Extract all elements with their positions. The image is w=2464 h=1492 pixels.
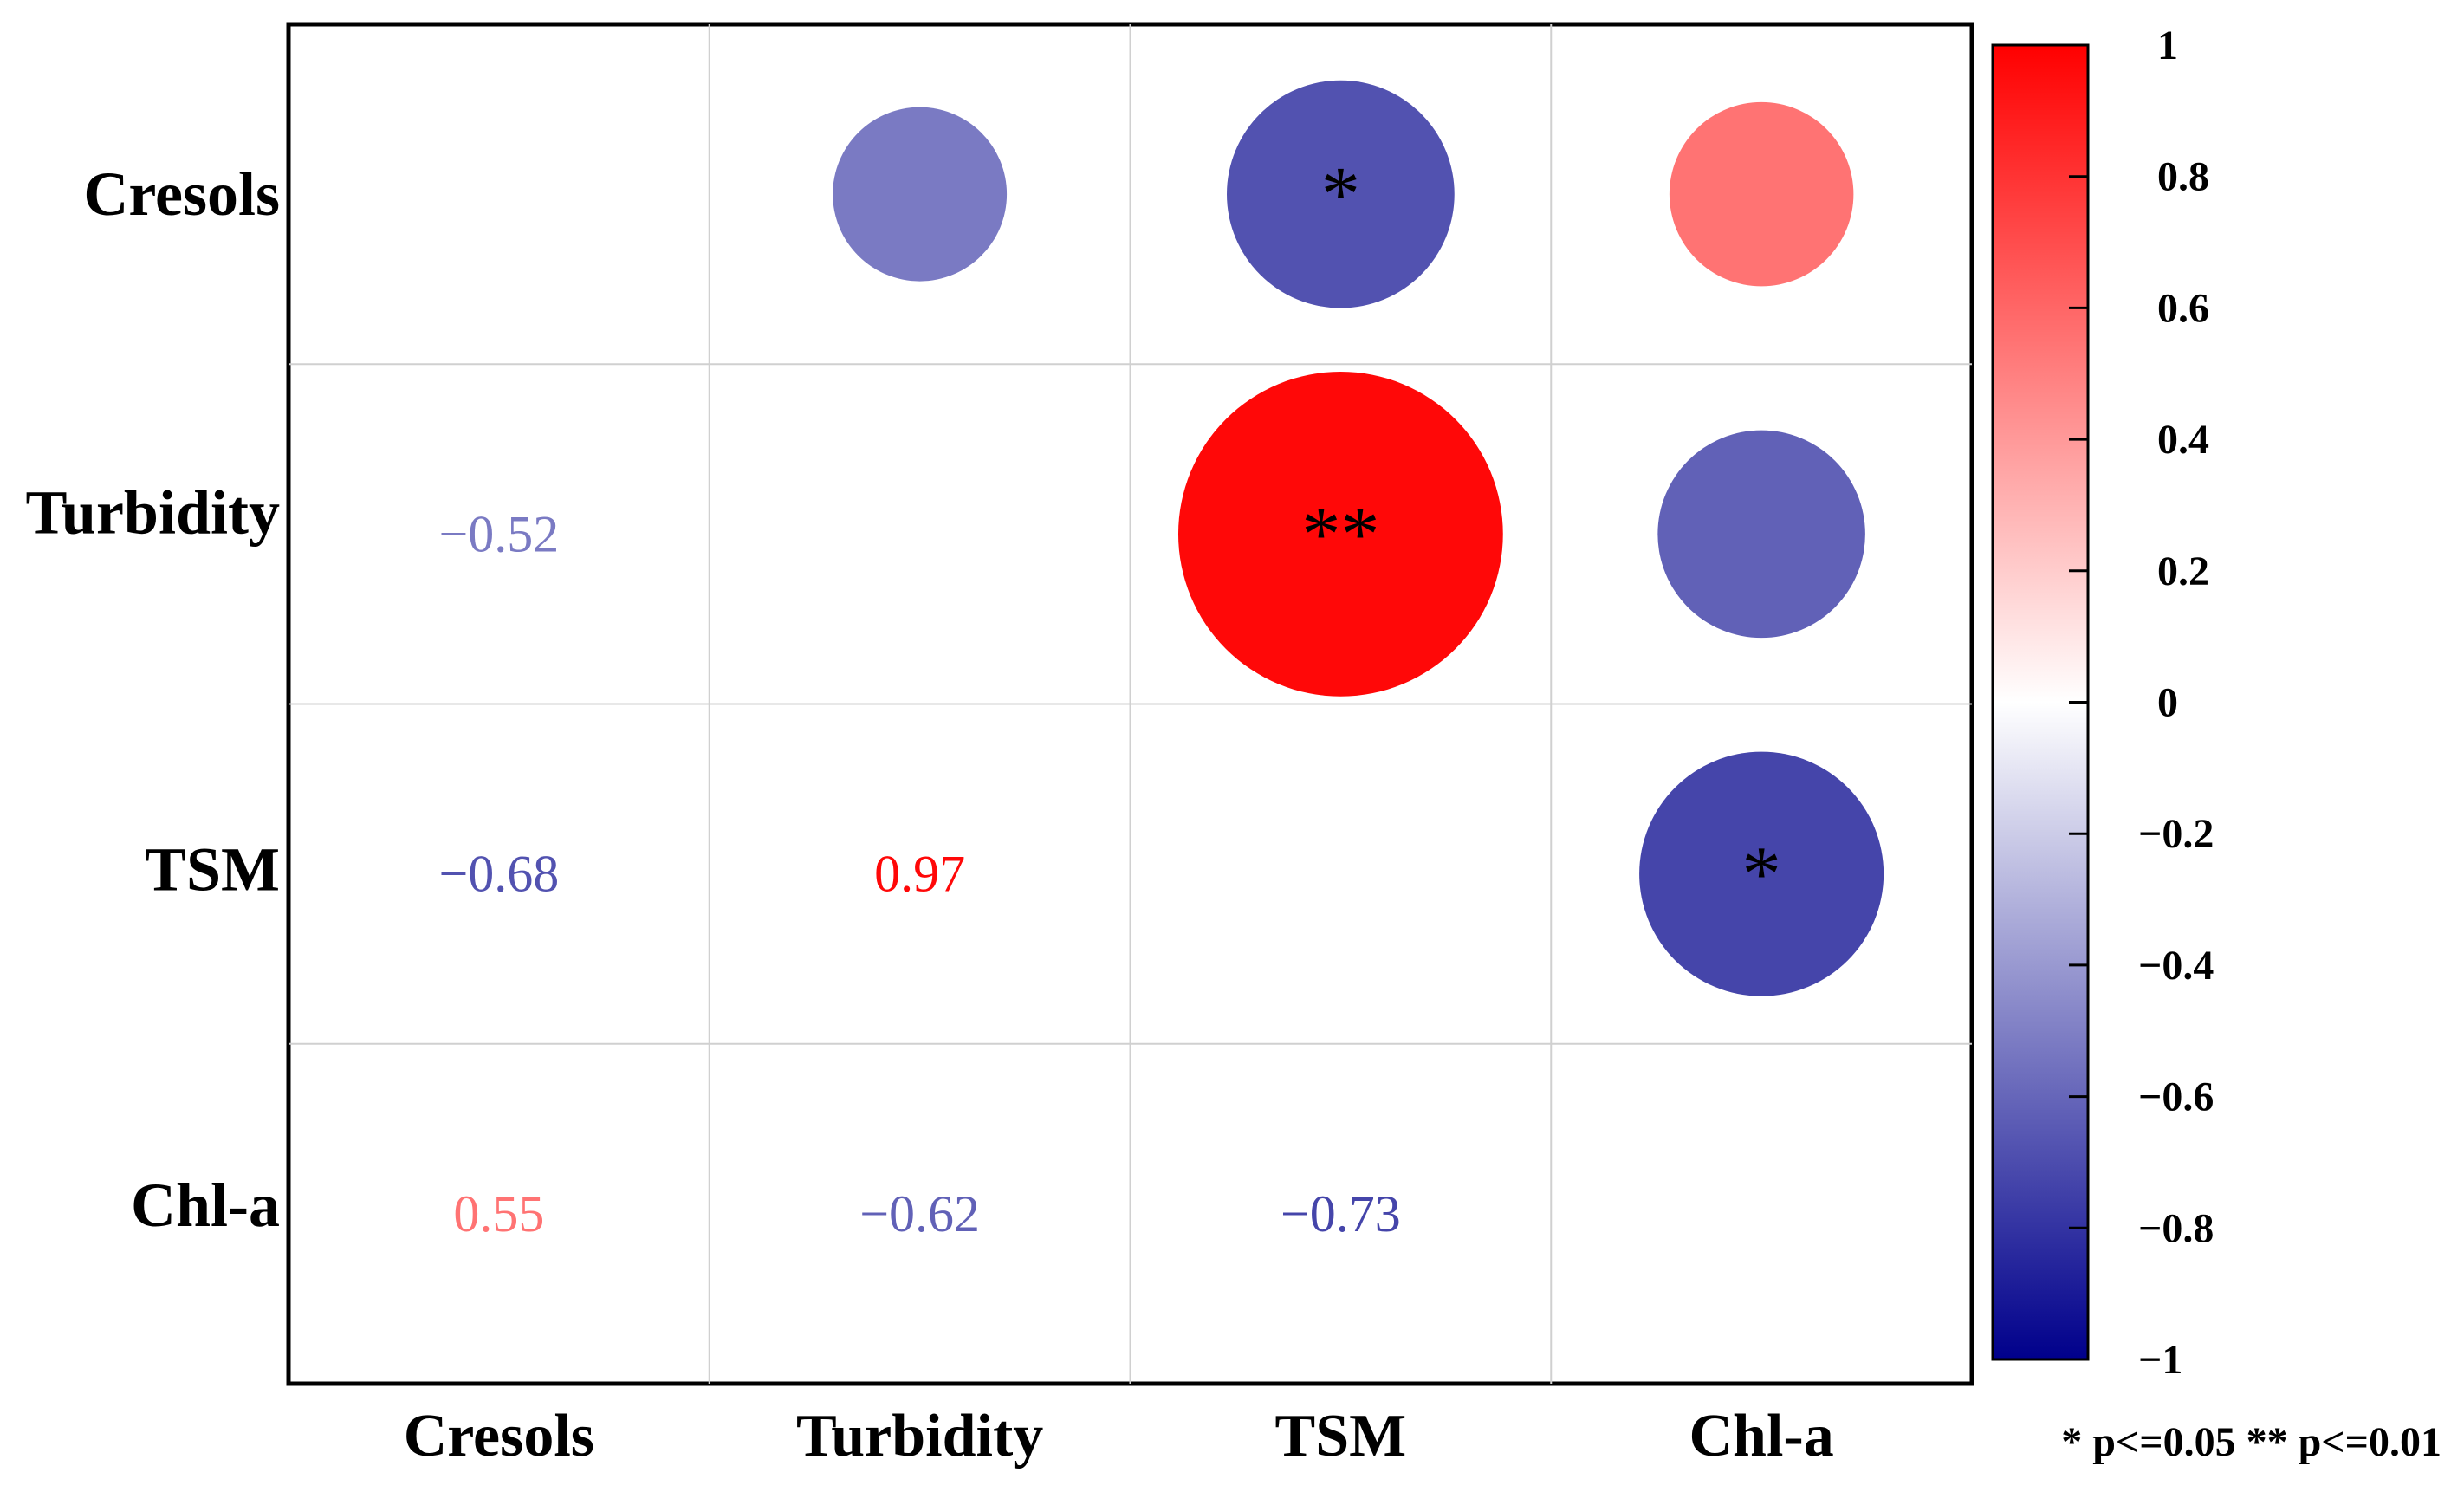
colorbar-tick-label: 0.8 bbox=[2157, 154, 2209, 200]
row-label-tsm: TSM bbox=[145, 835, 280, 905]
colorbar-tick-label: 0.4 bbox=[2157, 417, 2209, 463]
colorbar-tick-label: 0.6 bbox=[2157, 285, 2209, 331]
cell-chl-a-tsm-value: −0.73 bbox=[1281, 1185, 1401, 1242]
cell-cresols-tsm-circle bbox=[1227, 80, 1455, 308]
cell-turbidity-cresols-value: −0.52 bbox=[438, 505, 559, 562]
marks-layer: * −0.52 ** −0.68 0.97 * 0.55 −0.62 −0.73 bbox=[438, 80, 1884, 1242]
cell-turbidity-tsm-significance: ** bbox=[1301, 491, 1379, 577]
colorbar-tick-label: −0.6 bbox=[2138, 1074, 2214, 1120]
cell-cresols-turbidity-circle bbox=[833, 107, 1008, 282]
col-label-turbidity: Turbidity bbox=[796, 1403, 1043, 1469]
col-label-chl-a: Chl-a bbox=[1689, 1403, 1834, 1469]
row-label-chl-a: Chl-a bbox=[131, 1171, 280, 1240]
colorbar-tick-label: 0.2 bbox=[2157, 548, 2209, 594]
colorbar-tick-label: −0.4 bbox=[2138, 943, 2214, 989]
colorbar: 1 0.8 0.6 0.4 0.2 0 −0.2 −0.4 −0.6 −0.8 −1 bbox=[1991, 23, 2214, 1383]
cell-turbidity-chl-a-circle bbox=[1657, 430, 1865, 639]
col-label-tsm: TSM bbox=[1275, 1403, 1407, 1469]
row-label-cresols: Cresols bbox=[83, 159, 280, 229]
cell-chl-a-turbidity-value: −0.62 bbox=[859, 1185, 980, 1242]
significance-note: * p<=0.05 ** p<=0.01 bbox=[2061, 1419, 2441, 1465]
grid-layer bbox=[286, 22, 1974, 1386]
cell-cresols-chl-a-circle bbox=[1669, 101, 1854, 287]
cell-chl-a-cresols-value: 0.55 bbox=[453, 1185, 544, 1242]
colorbar-tick-label: 0 bbox=[2157, 680, 2178, 726]
col-label-cresols: Cresols bbox=[404, 1403, 594, 1469]
row-label-turbidity: Turbidity bbox=[26, 477, 280, 547]
colorbar-tick-label: −0.8 bbox=[2138, 1205, 2214, 1251]
cell-cresols-tsm-significance: * bbox=[1321, 152, 1360, 237]
cell-tsm-cresols-value: −0.68 bbox=[438, 846, 559, 903]
cell-tsm-chl-a-circle bbox=[1639, 751, 1884, 996]
colorbar-tick-label: −0.2 bbox=[2138, 811, 2214, 857]
colorbar-tick-label: 1 bbox=[2157, 23, 2178, 68]
labels-layer: Cresols Cresols Turbidity Turbidity TSM TSM Ch… bbox=[26, 159, 1834, 1469]
cell-turbidity-tsm-circle bbox=[1177, 371, 1503, 697]
cell-tsm-chl-a-significance: * bbox=[1742, 832, 1781, 918]
colorbar-tick-label: −1 bbox=[2138, 1337, 2182, 1383]
cell-tsm-turbidity-value: 0.97 bbox=[874, 846, 965, 903]
